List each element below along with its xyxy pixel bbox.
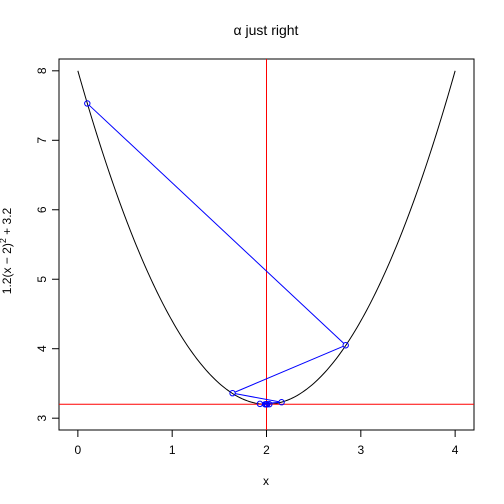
y-tick-label: 4 <box>35 345 49 352</box>
y-axis-title-base: 1.2(x − 2) <box>0 243 14 294</box>
descent-point <box>266 401 273 408</box>
y-axis-title: 1.2(x − 2)2 + 3.2 <box>0 207 14 294</box>
descent-step-segment <box>262 401 279 405</box>
y-axis-title-offset: + 3.2 <box>0 207 14 238</box>
descent-step-segment <box>234 345 344 393</box>
x-tick-label: 0 <box>75 443 82 457</box>
x-tick-label: 1 <box>169 443 176 457</box>
x-axis-title: x <box>263 474 269 488</box>
descent-step-segment <box>88 104 345 344</box>
x-tick-label: 2 <box>263 443 270 457</box>
chart-title: α just right <box>234 22 299 38</box>
y-tick-label: 3 <box>35 415 49 422</box>
y-axis-title-exponent: 2 <box>0 238 8 243</box>
x-tick-label: 4 <box>452 443 459 457</box>
plot-layer: 0 1 2 3 4 3 4 5 6 7 8 <box>35 58 475 457</box>
x-tick-label: 3 <box>357 443 364 457</box>
y-tick-label: 5 <box>35 276 49 283</box>
descent-point <box>84 100 91 107</box>
descent-point <box>263 401 270 408</box>
y-tick-label: 7 <box>35 137 49 144</box>
y-tick-label: 6 <box>35 206 49 213</box>
plot-area <box>59 59 474 430</box>
descent-step-segment <box>235 393 280 403</box>
descent-point <box>342 342 349 349</box>
descent-point <box>229 389 236 397</box>
y-tick-label: 8 <box>35 67 49 74</box>
descent-point <box>278 399 285 406</box>
